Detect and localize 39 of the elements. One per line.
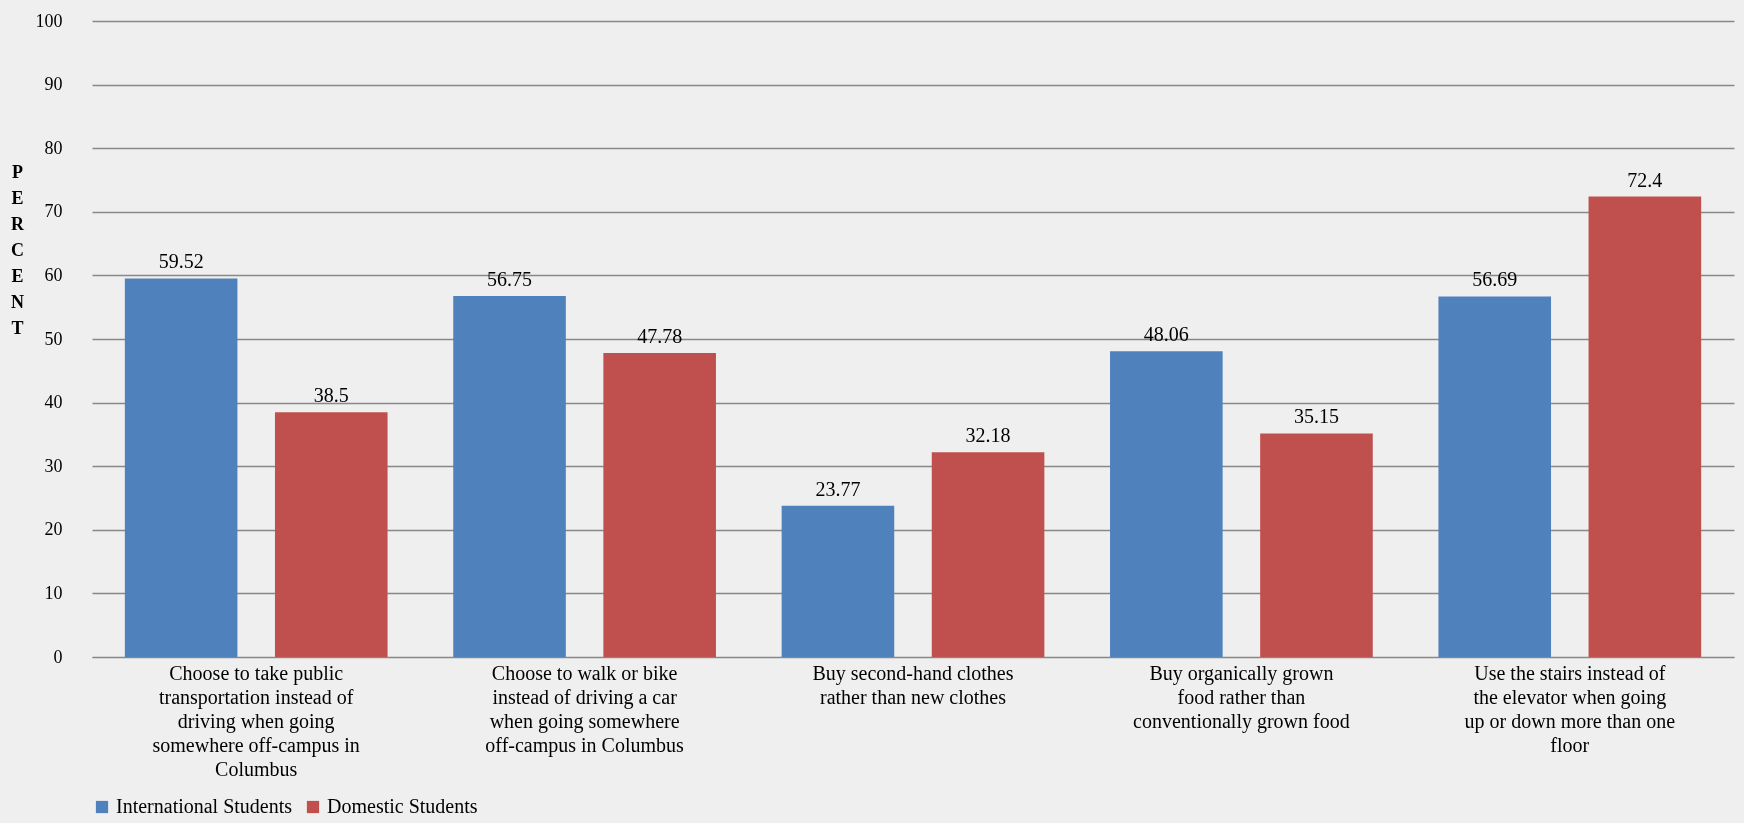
data-label: 72.4 — [1627, 168, 1663, 191]
bar — [1110, 351, 1223, 657]
bar — [124, 278, 238, 657]
legend-label: International Students — [116, 795, 293, 817]
x-tick-label: Buy organically grown food rather than conventionally grown food — [1133, 661, 1350, 733]
data-label: 35.15 — [1293, 405, 1339, 428]
y-tick-label: 20 — [44, 519, 63, 540]
y-tick-label: 10 — [44, 582, 63, 603]
y-tick-label: 90 — [44, 74, 63, 95]
bar — [453, 296, 566, 657]
bar — [603, 353, 716, 657]
bar — [1588, 196, 1702, 657]
bar — [1260, 433, 1373, 657]
x-tick-label: Use the stairs instead of the elevator when going up or down more than one floor — [1464, 661, 1676, 756]
x-tick-label: Choose to take public transportation instead of driving when going somewhere off-campus in Columbus — [152, 661, 360, 780]
bar — [274, 412, 388, 657]
y-tick-label: 50 — [44, 328, 63, 349]
data-label: 47.78 — [637, 325, 683, 348]
data-label: 48.06 — [1143, 323, 1189, 346]
y-tick-label: 0 — [53, 646, 63, 667]
bar — [1438, 296, 1552, 657]
y-tick-label: 60 — [44, 264, 63, 285]
y-axis-title: PERCENT — [11, 161, 25, 338]
y-tick-label: 70 — [44, 201, 63, 222]
y-tick-label: 30 — [44, 455, 63, 476]
data-label: 59.52 — [158, 250, 204, 273]
data-label: 23.77 — [815, 477, 861, 500]
data-label: 56.75 — [487, 268, 533, 291]
y-tick-label: 80 — [44, 137, 63, 158]
y-tick-label: 100 — [35, 10, 63, 31]
x-tick-label: Buy second-hand clothes rather than new clothes — [812, 661, 1014, 708]
legend-label: Domestic Students — [327, 795, 478, 817]
bar — [781, 505, 895, 657]
data-label: 38.5 — [313, 384, 349, 407]
bar — [931, 452, 1045, 657]
x-tick-label: Choose to walk or bike instead of driving a car when going somewhere off-campus in Columbus — [485, 661, 685, 757]
data-label: 56.69 — [1472, 268, 1518, 291]
y-tick-label: 40 — [44, 392, 63, 413]
data-label: 32.18 — [965, 424, 1011, 447]
